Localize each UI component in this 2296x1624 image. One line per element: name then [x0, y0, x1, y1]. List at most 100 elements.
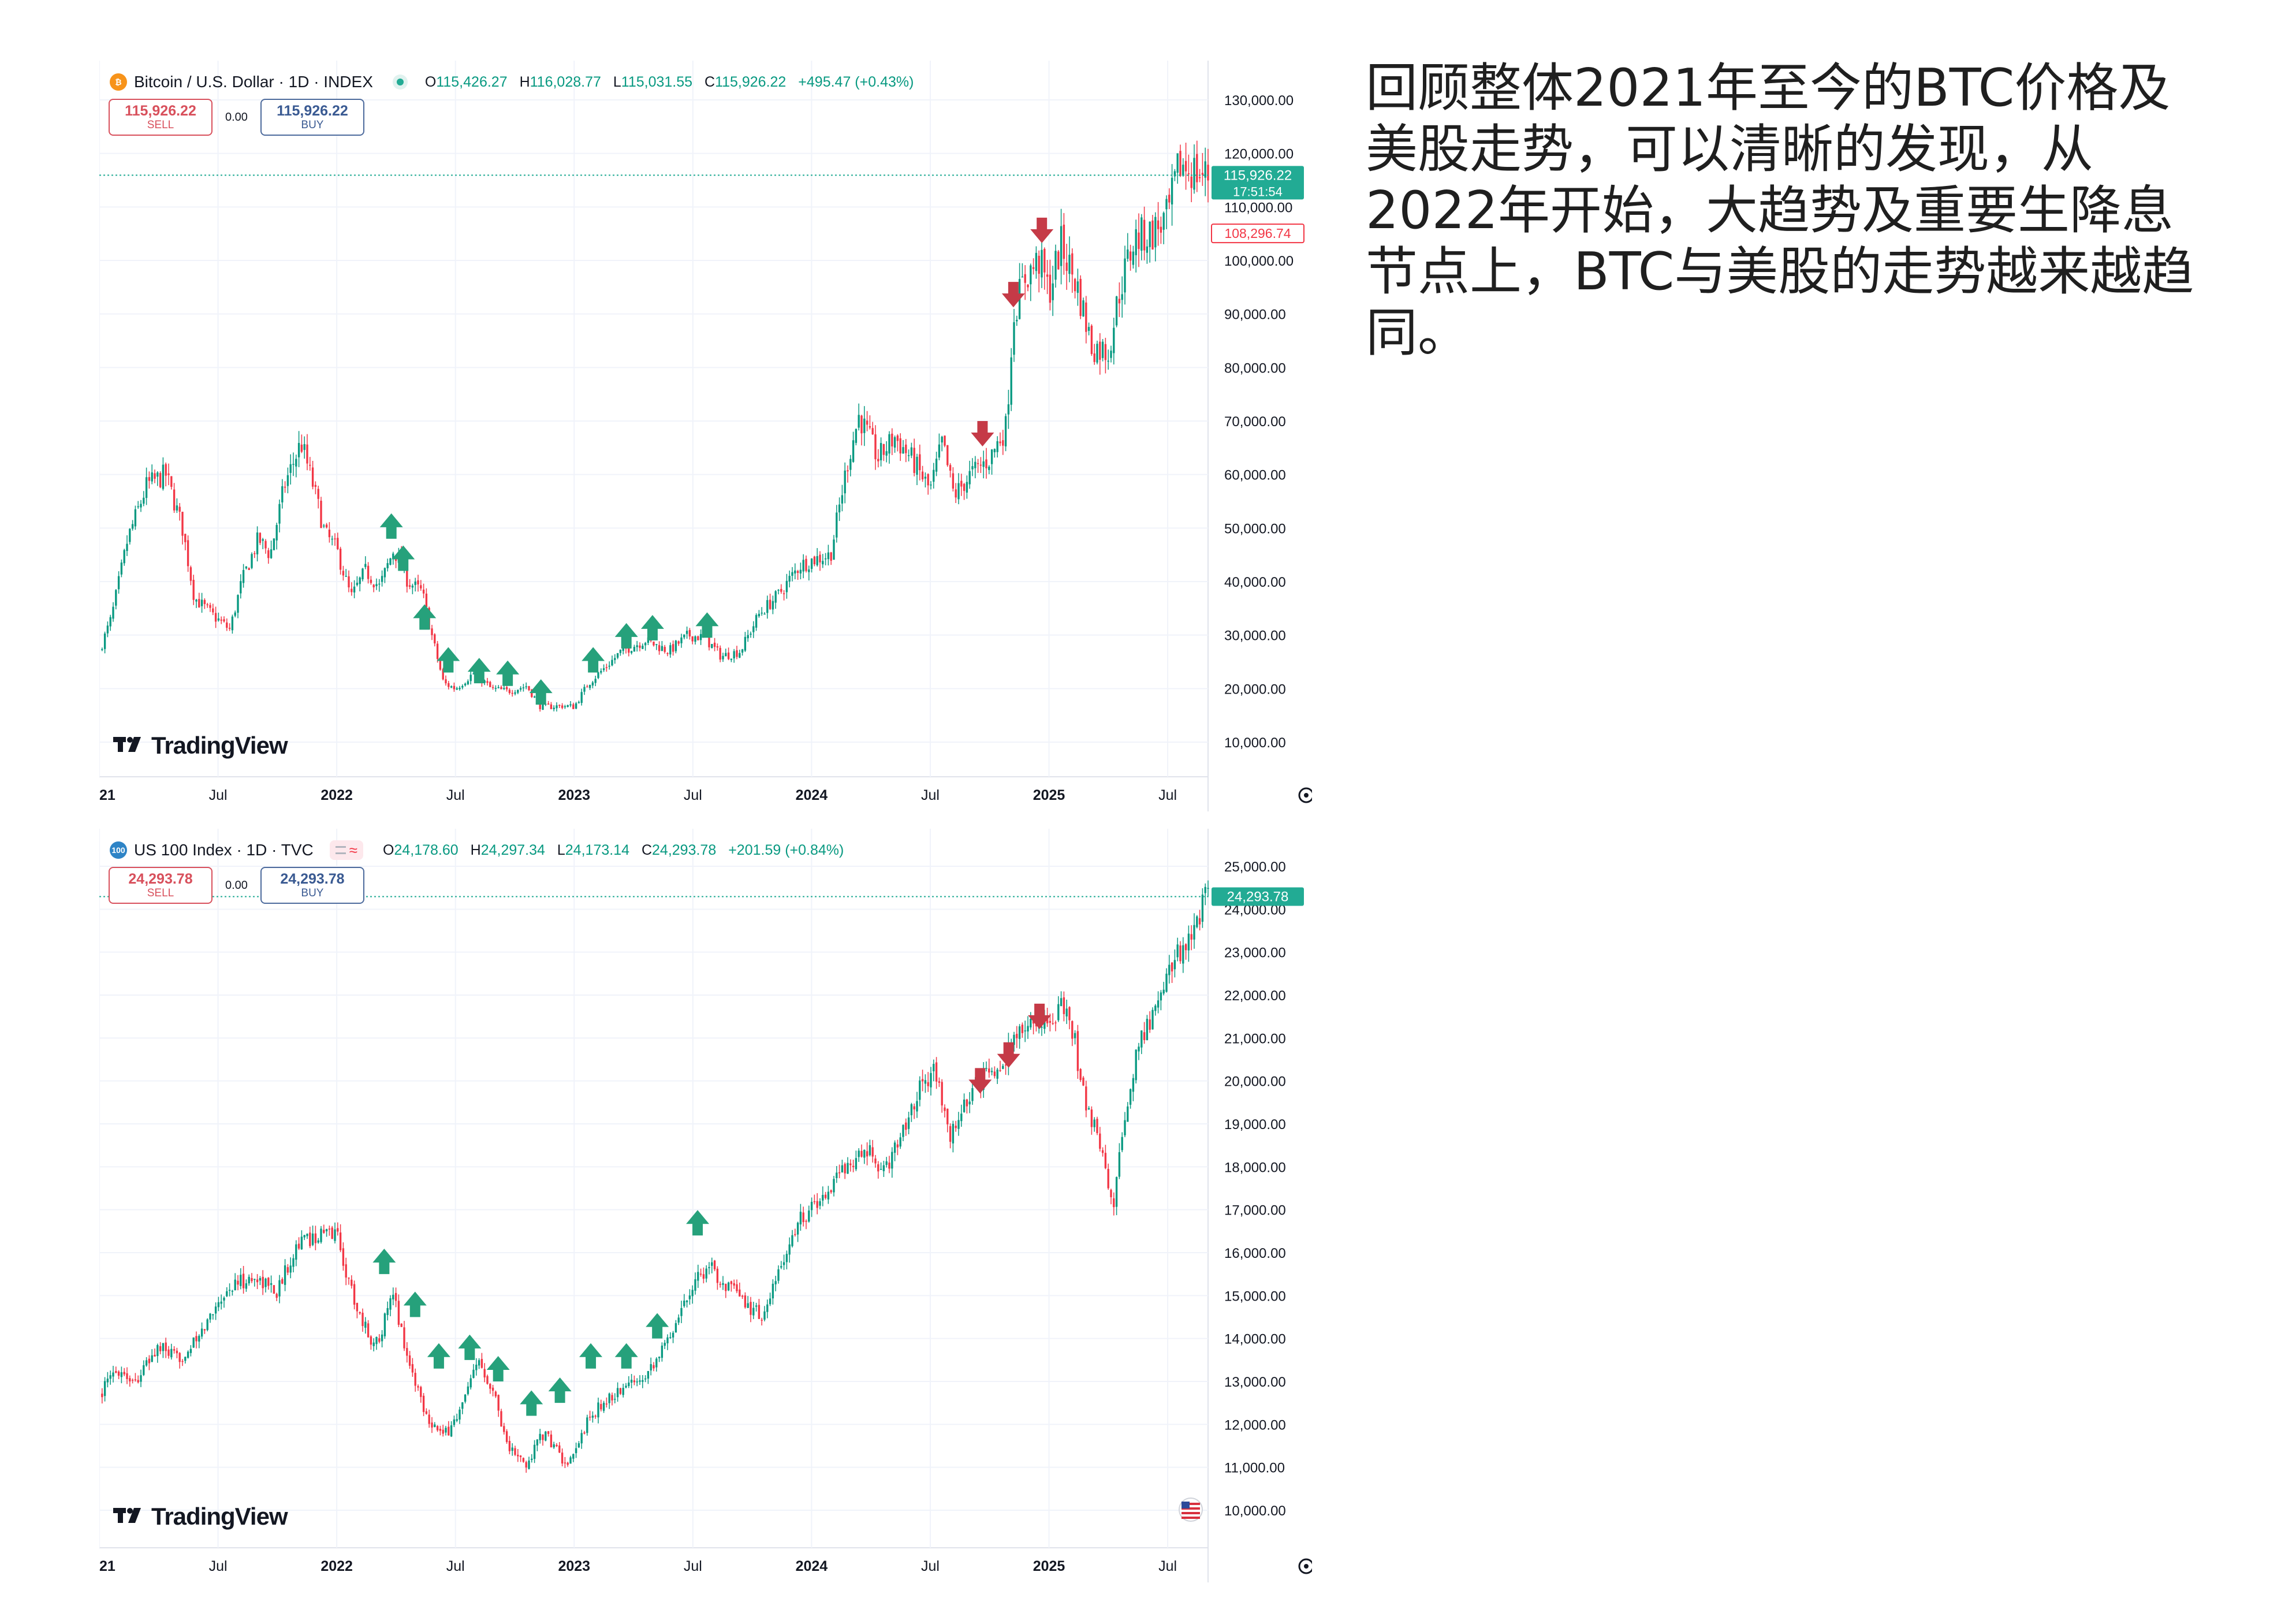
buy-signal-arrow	[392, 545, 415, 571]
time-axis[interactable]: 2021 Jul 2022 Jul 2023 Jul 2024 Jul 2025 Jul	[99, 1558, 1312, 1574]
time-tick-label: Jul	[921, 787, 940, 803]
market-status-icon[interactable]	[392, 75, 408, 90]
price-tick-label: 90,000.00	[1224, 307, 1286, 323]
tradingview-logo[interactable]: TradingView	[113, 1503, 288, 1530]
candle-body	[359, 577, 361, 584]
candle-body	[966, 1099, 968, 1107]
candle-body	[378, 583, 381, 585]
price-tick-label: 40,000.00	[1224, 575, 1286, 590]
sell-button[interactable]: 115,926.22 SELL	[109, 99, 213, 136]
candle-body	[314, 485, 317, 487]
candle-body	[907, 1117, 910, 1129]
candle-body	[1010, 357, 1012, 405]
candle-body	[968, 1101, 971, 1105]
btc-chart-panel[interactable]: 10,000.00 20,000.00 30,000.00 40,000.00 50,0…	[99, 61, 1312, 811]
candle-body	[1068, 1007, 1071, 1020]
candle-body	[819, 554, 821, 563]
candle-body	[611, 660, 613, 666]
candle-body	[1101, 1150, 1104, 1153]
candle-body	[306, 1234, 308, 1236]
candle-body	[281, 1279, 284, 1284]
candle-body	[1140, 1030, 1143, 1048]
candle-body	[459, 687, 461, 690]
candle-body	[711, 1262, 713, 1266]
candles-ndx	[101, 880, 1209, 1473]
candle-body	[325, 1229, 328, 1232]
candle-body	[744, 1295, 747, 1308]
candle-body	[871, 1147, 874, 1157]
btc-price-chart[interactable]: 10,000.00 20,000.00 30,000.00 40,000.00 50,0…	[99, 61, 1312, 811]
candle-body	[730, 1281, 733, 1284]
candle-body	[1021, 1025, 1024, 1033]
candle-body	[588, 1417, 591, 1418]
candle-body	[1121, 294, 1123, 300]
buy-button[interactable]: 24,293.78 BUY	[260, 867, 364, 904]
candle-body	[459, 1409, 461, 1420]
candle-body	[697, 1272, 699, 1281]
candle-body	[117, 576, 120, 590]
symbol-title[interactable]: Bitcoin / U.S. Dollar · 1D · INDEX	[134, 73, 373, 91]
buy-button[interactable]: 115,926.22 BUY	[260, 99, 364, 136]
candle-body	[1043, 248, 1046, 273]
candle-body	[639, 1380, 641, 1382]
candle-body	[713, 642, 716, 647]
candle-body	[375, 1337, 378, 1344]
candle-body	[1104, 1153, 1107, 1168]
candle-body	[1030, 1018, 1032, 1027]
candle-body	[1204, 161, 1206, 178]
price-axis[interactable]: 10,000.00 20,000.00 30,000.00 40,000.00 50,0…	[1224, 93, 1294, 751]
tradingview-wordmark: TradingView	[151, 732, 288, 759]
symbol-title[interactable]: US 100 Index · 1D · TVC	[134, 841, 314, 859]
sell-signal-arrow	[1001, 282, 1025, 308]
tradingview-wordmark: TradingView	[151, 1503, 288, 1530]
candle-body	[522, 1458, 525, 1462]
candle-body	[170, 1349, 173, 1358]
candle-body	[445, 679, 447, 684]
candle-body	[275, 1294, 278, 1298]
candle-body	[863, 1149, 866, 1158]
price-axis[interactable]: 10,000.00 11,000.00 12,000.00 13,000.00 14,0…	[1224, 859, 1286, 1519]
ndx-chart-panel[interactable]: 10,000.00 11,000.00 12,000.00 13,000.00 14,0…	[99, 829, 1312, 1582]
last-price-tag	[1212, 166, 1304, 200]
candle-body	[273, 538, 275, 550]
candle-body	[727, 652, 730, 660]
candle-body	[577, 702, 580, 703]
candle-body	[639, 645, 641, 648]
candle-body	[619, 1388, 622, 1394]
candle-body	[143, 497, 145, 504]
candle-body	[448, 1426, 450, 1436]
candle-body	[422, 1395, 425, 1412]
indicator-toggle[interactable]: ≈	[329, 840, 364, 860]
candle-body	[716, 1268, 719, 1283]
candle-body	[1099, 341, 1101, 360]
candle-body	[337, 538, 339, 549]
candle-body	[212, 1314, 214, 1316]
candle-body	[1184, 944, 1187, 951]
last-price-tags: 24,293.78	[99, 887, 1304, 1522]
candle-body	[162, 1343, 165, 1351]
candle-body	[1198, 918, 1201, 925]
price-tick-label: 130,000.00	[1224, 93, 1294, 109]
candle-body	[580, 1433, 583, 1444]
candle-body	[921, 1079, 924, 1082]
candle-body	[905, 444, 907, 453]
candle-body	[1154, 217, 1157, 248]
candle-body	[927, 1082, 929, 1086]
candle-body	[254, 1279, 256, 1280]
candle-body	[885, 1161, 888, 1165]
candle-body	[445, 1428, 447, 1433]
symbol-legend[interactable]: ₿ Bitcoin / U.S. Dollar · 1D · INDEX O11…	[110, 68, 914, 96]
candle-body	[572, 704, 575, 709]
time-axis[interactable]: 2021 Jul 2022 Jul 2023 Jul 2024 Jul 2025 Jul	[99, 787, 1312, 803]
sell-button[interactable]: 24,293.78 SELL	[109, 867, 213, 904]
candle-body	[891, 433, 893, 447]
candle-body	[342, 571, 345, 576]
price-tick-label: 20,000.00	[1224, 681, 1286, 697]
candle-body	[278, 504, 281, 524]
ndx-price-chart[interactable]: 10,000.00 11,000.00 12,000.00 13,000.00 14,0…	[99, 829, 1312, 1582]
candle-body	[511, 692, 513, 694]
tradingview-logo[interactable]: TradingView	[113, 732, 288, 759]
candle-body	[248, 568, 250, 570]
candle-body	[1176, 944, 1179, 958]
symbol-legend[interactable]: 100 US 100 Index · 1D · TVC ≈ O24,178.60…	[110, 836, 844, 865]
